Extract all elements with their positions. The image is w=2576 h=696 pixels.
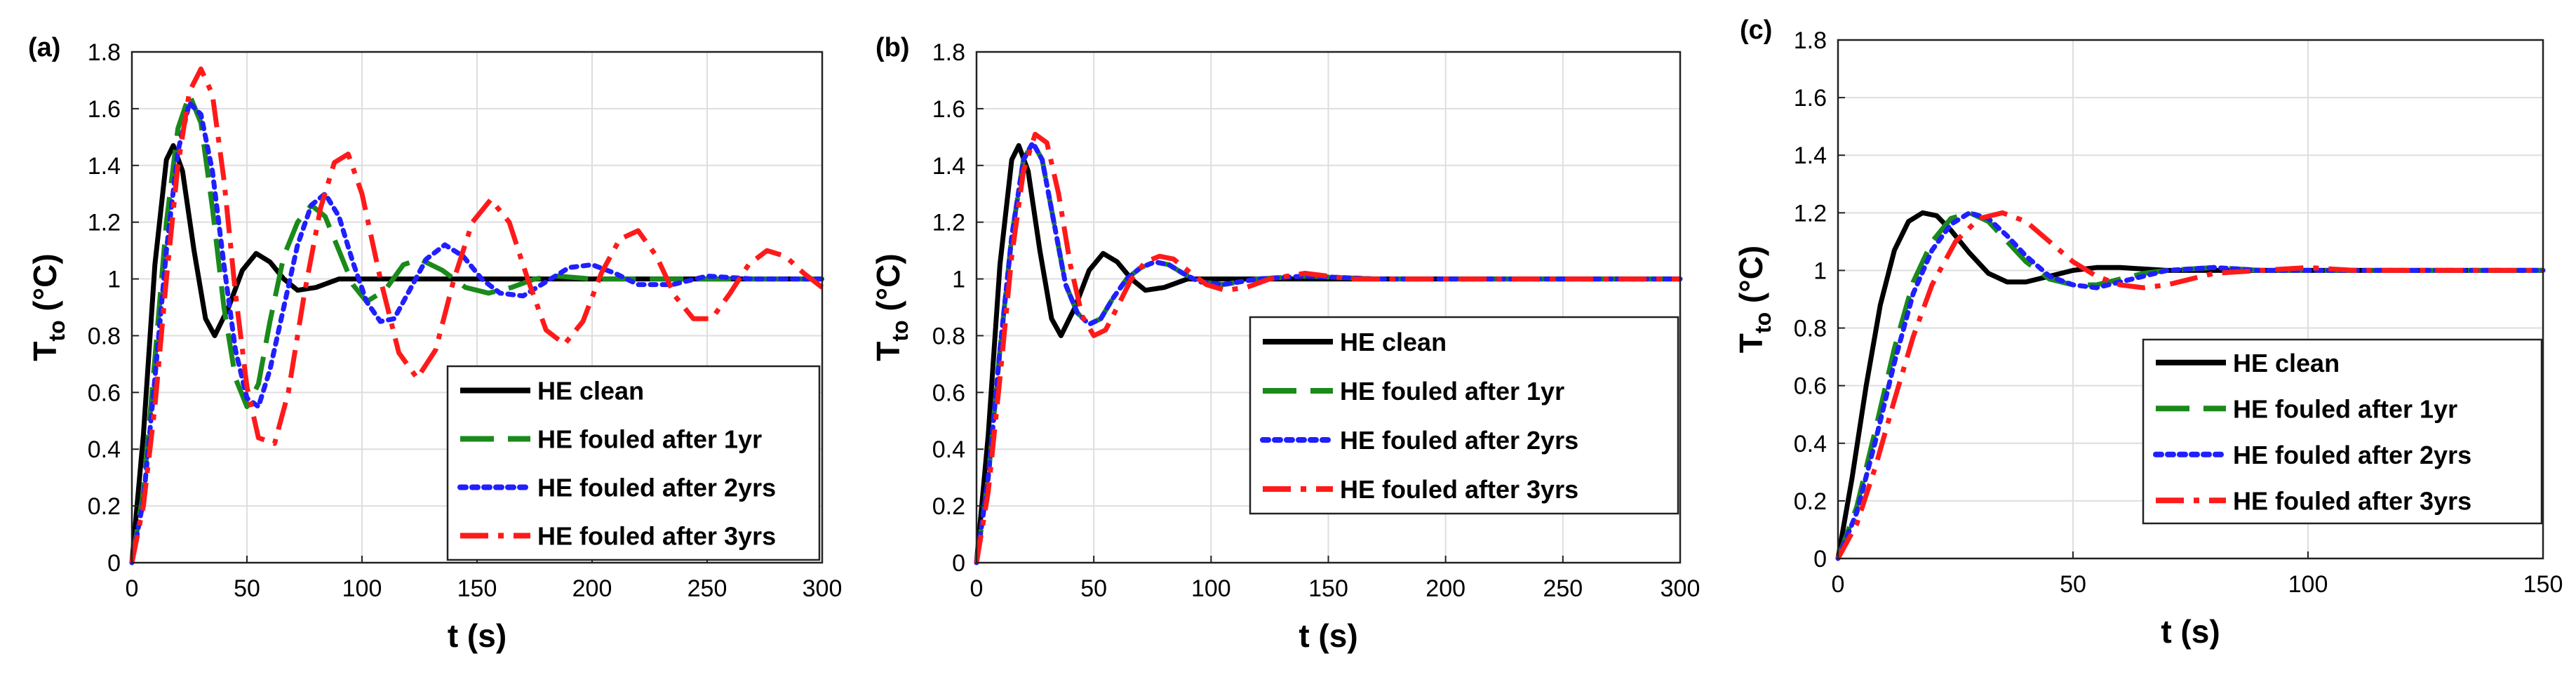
x-tick-label: 300 xyxy=(803,575,843,602)
y-tick-label: 0 xyxy=(107,550,121,577)
x-tick-label: 150 xyxy=(457,575,497,602)
x-axis-label: t (s) xyxy=(2161,613,2220,650)
legend: HE clean HE fouled after 1yr HE fouled aft… xyxy=(446,365,821,561)
y-axis-label-main: T xyxy=(27,342,63,361)
x-tick-label: 0 xyxy=(970,575,984,602)
y-tick-label: 1.2 xyxy=(1794,200,1827,227)
y-tick-label: 1.2 xyxy=(88,210,121,236)
legend-label-1: HE clean xyxy=(537,377,644,406)
legend-label-4: HE fouled after 3yrs xyxy=(537,522,776,551)
series-line-3 xyxy=(974,140,1683,566)
y-axis-label-sub: to xyxy=(1750,312,1776,333)
x-tick-label: 50 xyxy=(2060,571,2086,598)
legend-box xyxy=(446,365,821,561)
chart-panel-3: 0 50 100 150 0 0.2 0.4 0.6 0.8 1 1.2 1.4 1.6 1.8 t (s)… xyxy=(1733,15,2563,650)
x-tick-label: 300 xyxy=(1661,575,1700,602)
y-tick-label: 0 xyxy=(1813,546,1827,573)
x-axis-label: t (s) xyxy=(448,617,507,654)
series-line-1 xyxy=(129,143,822,563)
y-tick-label: 0.6 xyxy=(1794,373,1827,400)
legend-label-2: HE fouled after 1yr xyxy=(537,425,762,454)
x-axis-label: t (s) xyxy=(1299,617,1357,654)
y-tick-label: 0.4 xyxy=(1794,431,1827,457)
y-axis-label-main: T xyxy=(870,342,906,361)
series-line-4 xyxy=(1835,210,2543,560)
axes-frame xyxy=(1837,39,2544,560)
panel-tag: (c) xyxy=(1740,15,1772,45)
series-line-3 xyxy=(1835,210,2546,561)
legend-label-3: HE fouled after 2yrs xyxy=(2233,441,2471,469)
chart-panel-2: 0 50 100 150 200 250 300 0 0.2 0.4 0.6 0.8 1 1.2 1.4 1.… xyxy=(870,33,1700,654)
y-tick-label: 1.6 xyxy=(88,96,121,123)
y-tick-label: 1.4 xyxy=(932,153,965,180)
x-tick-label: 0 xyxy=(126,575,139,602)
legend-label-4: HE fouled after 3yrs xyxy=(2233,486,2471,515)
x-tick-label: 150 xyxy=(1308,575,1348,602)
y-tick-label: 1.8 xyxy=(1794,27,1827,54)
y-axis-label-unit: (°C) xyxy=(870,253,906,320)
y-tick-label: 1.2 xyxy=(932,210,965,236)
panel-tag: (b) xyxy=(876,33,910,62)
x-tick-label: 150 xyxy=(2523,571,2563,598)
legend-label-1: HE clean xyxy=(1340,328,1447,356)
legend-box xyxy=(2142,338,2543,525)
legend-label-4: HE fouled after 3yrs xyxy=(1340,475,1578,504)
series-line-4 xyxy=(129,66,824,563)
legend-label-3: HE fouled after 2yrs xyxy=(537,474,776,502)
y-tick-label: 0.6 xyxy=(932,380,965,406)
x-tick-label: 50 xyxy=(234,575,260,602)
x-tick-label: 50 xyxy=(1080,575,1107,602)
series-line-4 xyxy=(974,131,1680,563)
x-tick-label: 200 xyxy=(1425,575,1465,602)
legend-label-3: HE fouled after 2yrs xyxy=(1340,426,1578,455)
y-tick-label: 0.2 xyxy=(932,493,965,520)
y-axis-label: Tto (°C) xyxy=(27,253,69,361)
x-tick-label: 100 xyxy=(2288,571,2328,598)
y-tick-label: 0.8 xyxy=(88,323,121,349)
y-axis-label: Tto (°C) xyxy=(870,253,913,361)
y-tick-label: 0.6 xyxy=(88,380,121,406)
x-tick-label: 100 xyxy=(342,575,382,602)
legend-label-1: HE clean xyxy=(2233,349,2340,377)
y-tick-label: 1.6 xyxy=(1794,85,1827,112)
x-tick-label: 100 xyxy=(1191,575,1231,602)
y-tick-label: 1.4 xyxy=(1794,142,1827,169)
y-tick-label: 0.4 xyxy=(88,436,121,463)
x-tick-label: 250 xyxy=(687,575,727,602)
chart-panel-1: 0 50 100 150 200 250 300 0 0.2 0.4 0.6 0.8 1 1.2 1.4 1.… xyxy=(27,33,842,654)
y-tick-label: 1 xyxy=(952,267,965,293)
y-tick-label: 1.6 xyxy=(932,96,965,123)
y-tick-label: 1 xyxy=(1813,257,1827,284)
y-axis-label-unit: (°C) xyxy=(27,253,63,320)
y-tick-label: 1.8 xyxy=(932,39,965,66)
y-tick-label: 0.8 xyxy=(932,323,965,349)
y-tick-label: 0 xyxy=(952,550,965,577)
y-tick-label: 1 xyxy=(107,267,121,293)
y-tick-label: 0.2 xyxy=(88,493,121,520)
y-tick-label: 0.4 xyxy=(932,436,965,463)
legend: HE clean HE fouled after 1yr HE fouled aft… xyxy=(1249,316,1679,515)
y-tick-label: 1.8 xyxy=(88,39,121,66)
y-axis-label: Tto (°C) xyxy=(1733,246,1776,353)
legend-label-2: HE fouled after 1yr xyxy=(1340,377,1564,406)
y-tick-label: 0.8 xyxy=(1794,316,1827,342)
y-axis-label-main: T xyxy=(1733,333,1769,353)
legend-label-2: HE fouled after 1yr xyxy=(2233,394,2457,423)
series-line-3 xyxy=(129,100,825,566)
y-axis-label-sub: to xyxy=(44,320,69,341)
y-axis-label-sub: to xyxy=(887,320,913,341)
x-tick-label: 250 xyxy=(1543,575,1583,602)
y-tick-label: 0.2 xyxy=(1794,488,1827,515)
y-axis-label-unit: (°C) xyxy=(1733,246,1769,312)
legend-box xyxy=(1249,316,1679,515)
panel-tag: (a) xyxy=(28,33,60,62)
y-tick-label: 1.4 xyxy=(88,153,121,180)
x-tick-label: 200 xyxy=(572,575,612,602)
legend: HE clean HE fouled after 1yr HE fouled aft… xyxy=(2142,338,2543,525)
x-tick-label: 0 xyxy=(1832,571,1845,598)
